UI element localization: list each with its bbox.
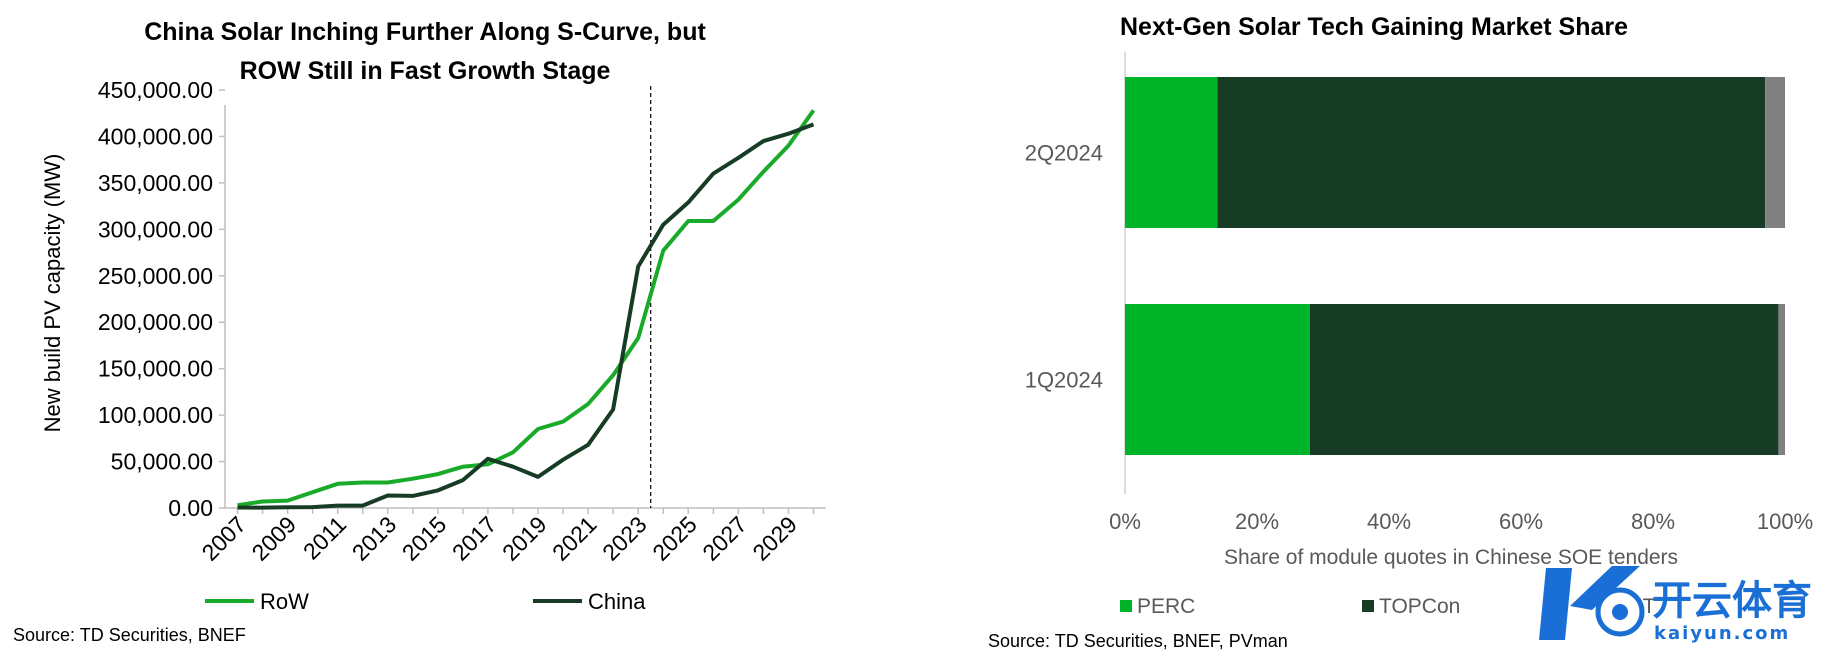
x-tick-label: 2017 [447, 511, 502, 566]
category-label: 1Q2024 [1025, 368, 1103, 393]
legend-label-perc: PERC [1137, 595, 1195, 618]
left-x-ticks: 2007200920112013201520172019202120232025… [196, 508, 815, 566]
right-chart-title: Next-Gen Solar Tech Gaining Market Share [1120, 13, 1628, 41]
legend-label-topcon: TOPCon [1379, 595, 1460, 618]
series-line-row [237, 109, 816, 508]
watermark-domain: kaiyun.com [1654, 623, 1790, 644]
watermark-brand-text: 开云体育 [1652, 578, 1812, 624]
right-x-ticks: 0% 20% 40% 60% 80% 100% [1109, 509, 1813, 534]
x-tick-label: 100% [1757, 509, 1813, 534]
logo-k-stem [1539, 568, 1572, 640]
y-tick-label: 50,000.00 [111, 449, 213, 475]
y-tick-label: 100,000.00 [98, 402, 213, 428]
left-chart-title-line2: ROW Still in Fast Growth Stage [240, 57, 611, 85]
right-x-axis-label: Share of module quotes in Chinese SOE te… [1224, 546, 1678, 569]
y-tick-label: 400,000.00 [98, 123, 213, 149]
legend-swatch-perc [1120, 600, 1132, 612]
x-tick-label: 2015 [397, 511, 452, 566]
x-tick-label: 0% [1109, 509, 1141, 534]
left-series [237, 109, 816, 510]
bar-perc-2q2024 [1125, 77, 1218, 228]
x-tick-label: 2023 [597, 511, 652, 566]
right-source-note: Source: TD Securities, BNEF, PVman [988, 631, 1288, 651]
right-bars [1125, 77, 1785, 455]
left-legend: RoW China [205, 589, 646, 614]
x-tick-label: 40% [1367, 509, 1411, 534]
bar-hjt-1q2024 [1778, 304, 1785, 455]
brand-logo [1539, 566, 1645, 640]
x-tick-label: 2013 [347, 511, 402, 566]
x-tick-label: 20% [1235, 509, 1279, 534]
soccer-ball-patch [1612, 604, 1628, 620]
x-tick-label: 60% [1499, 509, 1543, 534]
legend-label-row: RoW [260, 589, 309, 614]
y-tick-label: 250,000.00 [98, 263, 213, 289]
x-tick-label: 2019 [497, 511, 552, 566]
left-source-note: Source: TD Securities, BNEF [13, 625, 246, 645]
right-category-labels: 2Q2024 1Q2024 [1025, 141, 1103, 393]
y-tick-label: 300,000.00 [98, 216, 213, 242]
logo-k-arm [1570, 566, 1640, 610]
y-tick-label: 350,000.00 [98, 170, 213, 196]
left-y-ticks: 0.00 50,000.00 100,000.00 150,000.00 200,000… [98, 77, 225, 521]
series-line-china [237, 122, 815, 510]
x-tick-label: 2029 [747, 511, 802, 566]
bar-hjt-2q2024 [1765, 77, 1785, 228]
left-y-axis-label: New build PV capacity (MW) [40, 154, 65, 433]
left-chart-title-line1: China Solar Inching Further Along S-Curv… [144, 18, 706, 46]
legend-swatch-topcon [1362, 600, 1374, 612]
bar-topcon-1q2024 [1309, 304, 1779, 455]
x-tick-label: 2025 [647, 511, 702, 566]
bar-perc-1q2024 [1125, 304, 1310, 455]
x-tick-label: 80% [1631, 509, 1675, 534]
x-tick-label: 2021 [547, 511, 602, 566]
x-tick-label: 2009 [247, 511, 302, 566]
x-tick-label: 2011 [298, 511, 351, 564]
y-tick-label: 200,000.00 [98, 309, 213, 335]
bar-topcon-2q2024 [1217, 77, 1766, 228]
x-tick-label: 2027 [697, 511, 752, 566]
legend-label-china: China [588, 589, 646, 614]
y-tick-label: 0.00 [168, 495, 213, 521]
left-chart: China Solar Inching Further Along S-Curv… [13, 18, 826, 645]
right-chart: Next-Gen Solar Tech Gaining Market Share… [988, 13, 1813, 651]
brand-watermark: 开云体育 kaiyun.com [1539, 566, 1812, 644]
y-tick-label: 150,000.00 [98, 356, 213, 382]
category-label: 2Q2024 [1025, 141, 1103, 166]
y-tick-label: 450,000.00 [98, 77, 213, 103]
